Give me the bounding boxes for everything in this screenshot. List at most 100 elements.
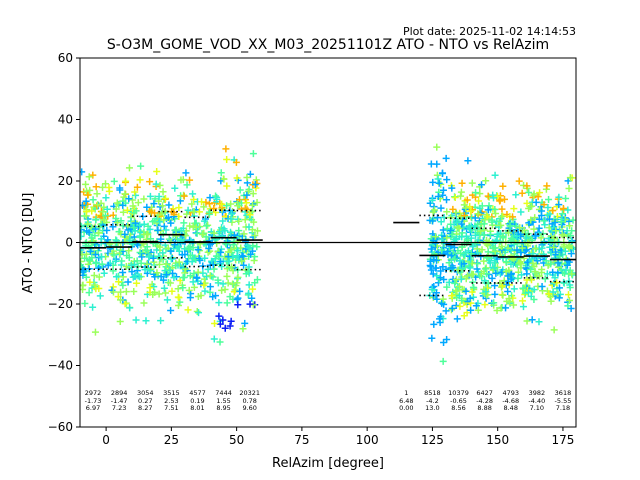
data-point bbox=[522, 246, 530, 254]
data-point bbox=[133, 257, 141, 265]
data-point bbox=[92, 259, 100, 267]
data-point bbox=[159, 276, 167, 284]
data-point bbox=[542, 257, 550, 265]
data-point bbox=[157, 317, 165, 325]
data-point bbox=[227, 317, 235, 325]
data-point bbox=[540, 217, 548, 225]
data-point bbox=[452, 276, 460, 284]
data-point bbox=[165, 201, 173, 209]
data-point bbox=[538, 211, 546, 219]
data-point bbox=[143, 230, 151, 238]
data-point bbox=[154, 226, 162, 234]
data-point bbox=[533, 272, 541, 280]
data-point bbox=[462, 287, 470, 295]
data-point bbox=[172, 262, 180, 270]
data-point bbox=[205, 237, 213, 245]
data-point bbox=[206, 194, 214, 202]
data-point bbox=[246, 170, 254, 178]
data-point bbox=[102, 194, 110, 202]
data-point bbox=[467, 250, 475, 258]
data-point bbox=[221, 286, 229, 294]
data-point bbox=[249, 285, 257, 293]
data-point bbox=[201, 254, 209, 262]
data-point bbox=[219, 280, 227, 288]
data-point bbox=[221, 324, 229, 332]
y-tick-label: −20 bbox=[48, 297, 73, 311]
data-point bbox=[162, 260, 170, 268]
data-point bbox=[438, 170, 446, 178]
data-point bbox=[228, 263, 236, 271]
data-point bbox=[557, 218, 565, 226]
data-point bbox=[112, 205, 120, 213]
data-point bbox=[566, 222, 574, 230]
data-point bbox=[116, 317, 124, 325]
data-point bbox=[125, 195, 133, 203]
data-point bbox=[484, 206, 492, 214]
data-point bbox=[200, 203, 208, 211]
data-point bbox=[483, 284, 491, 292]
data-point bbox=[160, 284, 168, 292]
data-point bbox=[103, 205, 111, 213]
data-point bbox=[471, 214, 479, 222]
data-point bbox=[493, 192, 501, 200]
data-point bbox=[432, 264, 440, 272]
data-point bbox=[568, 227, 576, 235]
data-point bbox=[169, 269, 177, 277]
data-point bbox=[428, 286, 436, 294]
data-point bbox=[555, 252, 563, 260]
data-point bbox=[545, 290, 553, 298]
data-point bbox=[460, 312, 468, 320]
data-point bbox=[552, 227, 560, 235]
data-point bbox=[566, 244, 574, 252]
data-point bbox=[515, 177, 523, 185]
data-point bbox=[541, 275, 549, 283]
bin-stat-label: 8.95 bbox=[216, 404, 230, 412]
data-point bbox=[510, 301, 518, 309]
data-point bbox=[122, 263, 130, 271]
data-point bbox=[140, 195, 148, 203]
data-point bbox=[97, 235, 105, 243]
data-point bbox=[174, 302, 182, 310]
data-point bbox=[81, 240, 89, 248]
data-point bbox=[492, 209, 500, 217]
data-point bbox=[472, 231, 480, 239]
data-point bbox=[543, 182, 551, 190]
data-point bbox=[517, 208, 525, 216]
data-point bbox=[184, 206, 192, 214]
data-point bbox=[549, 288, 557, 296]
data-point bbox=[117, 217, 125, 225]
data-point bbox=[253, 276, 261, 284]
bin-stat-label: 8518 bbox=[424, 389, 441, 397]
data-point bbox=[101, 212, 109, 220]
data-point bbox=[82, 180, 90, 188]
data-point bbox=[491, 257, 499, 265]
data-point bbox=[109, 288, 117, 296]
data-point bbox=[116, 296, 124, 304]
data-point bbox=[160, 216, 168, 224]
data-point bbox=[157, 255, 165, 263]
data-point bbox=[180, 192, 188, 200]
data-point bbox=[530, 192, 538, 200]
data-point bbox=[498, 243, 506, 251]
data-point bbox=[140, 299, 148, 307]
data-point bbox=[250, 200, 258, 208]
data-point bbox=[167, 255, 175, 263]
data-point bbox=[146, 178, 154, 186]
data-point bbox=[449, 205, 457, 213]
data-point bbox=[168, 287, 176, 295]
bin-stat-label: 1 bbox=[404, 389, 408, 397]
data-point bbox=[136, 221, 144, 229]
data-point bbox=[484, 192, 492, 200]
data-point bbox=[538, 282, 546, 290]
data-point bbox=[184, 306, 192, 314]
data-point bbox=[92, 183, 100, 191]
data-point bbox=[470, 284, 478, 292]
data-point bbox=[242, 199, 250, 207]
data-point bbox=[233, 174, 241, 182]
data-point bbox=[485, 238, 493, 246]
data-point bbox=[217, 258, 225, 266]
data-point bbox=[133, 279, 141, 287]
data-point bbox=[448, 292, 456, 300]
data-point bbox=[111, 257, 119, 265]
